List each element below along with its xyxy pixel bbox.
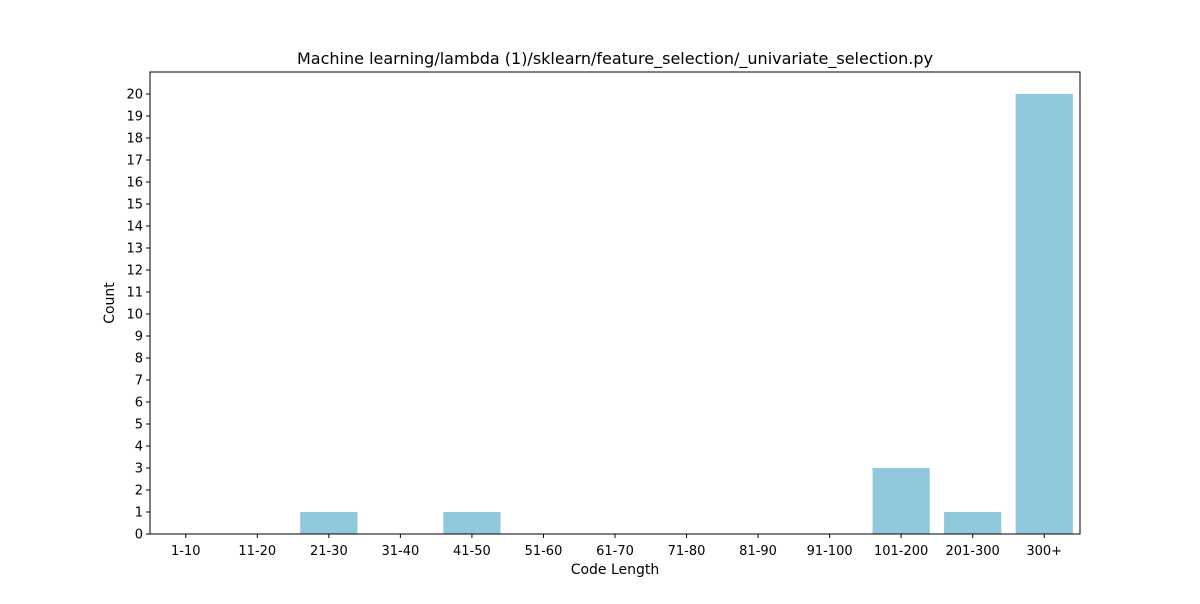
x-tick-label: 21-30 xyxy=(310,544,348,559)
y-axis-label: Count xyxy=(102,282,118,324)
y-tick-label: 4 xyxy=(135,440,143,455)
bar-21-30 xyxy=(300,512,358,534)
x-axis-label: Code Length xyxy=(571,562,660,578)
x-tick-label: 91-100 xyxy=(807,544,853,559)
y-tick-label: 14 xyxy=(126,220,143,235)
y-tick-label: 0 xyxy=(135,528,143,543)
x-tick-label: 101-200 xyxy=(874,544,928,559)
bar-300+ xyxy=(1015,94,1073,534)
y-tick-label: 13 xyxy=(126,242,143,257)
y-tick-label: 10 xyxy=(126,308,143,323)
plot-frame xyxy=(149,71,1081,535)
y-tick-label: 17 xyxy=(126,154,143,169)
y-tick-label: 3 xyxy=(135,462,143,477)
y-tick-label: 5 xyxy=(135,418,143,433)
chart-title: Machine learning/lambda (1)/sklearn/feat… xyxy=(297,49,933,69)
x-tick-label: 81-90 xyxy=(739,544,777,559)
x-tick-label: 71-80 xyxy=(668,544,706,559)
bars-layer xyxy=(300,94,1073,534)
y-tick-label: 12 xyxy=(126,264,143,279)
y-tick-label: 15 xyxy=(126,198,143,213)
y-tick-label: 19 xyxy=(126,110,143,125)
y-tick-label: 6 xyxy=(135,396,143,411)
x-tick-label: 51-60 xyxy=(525,544,563,559)
x-tick-label: 1-10 xyxy=(171,544,201,559)
x-tick-label: 11-20 xyxy=(238,544,276,559)
x-tick-label: 201-300 xyxy=(946,544,1000,559)
bar-41-50 xyxy=(443,512,501,534)
y-tick-label: 18 xyxy=(126,132,143,147)
y-tick-label: 2 xyxy=(135,484,143,499)
x-tick-label: 41-50 xyxy=(453,544,491,559)
y-tick-label: 9 xyxy=(135,330,143,345)
y-tick-label: 20 xyxy=(126,88,143,103)
y-tick-label: 8 xyxy=(135,352,143,367)
bar-101-200 xyxy=(872,468,930,534)
x-tick-label: 31-40 xyxy=(381,544,419,559)
y-tick-label: 1 xyxy=(135,506,143,521)
y-tick-label: 11 xyxy=(126,286,143,301)
y-tick-label: 7 xyxy=(135,374,143,389)
x-tick-label: 61-70 xyxy=(596,544,634,559)
x-tick-label: 300+ xyxy=(1026,544,1062,559)
bar-201-300 xyxy=(944,512,1002,534)
y-tick-label: 16 xyxy=(126,176,143,191)
x-axis: 1-10 11-20 21-30 31-40 41-50 51-60 61-70 71-80 8… xyxy=(171,534,1062,559)
